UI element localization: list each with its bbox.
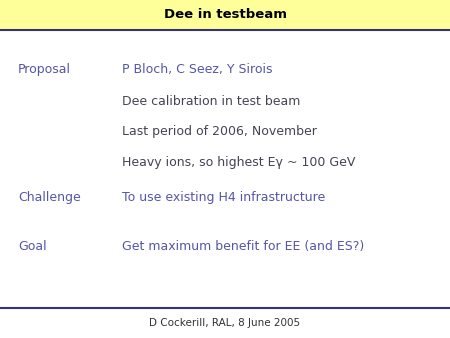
- Text: Dee in testbeam: Dee in testbeam: [163, 8, 287, 21]
- Text: To use existing H4 infrastructure: To use existing H4 infrastructure: [122, 191, 325, 204]
- Text: Last period of 2006, November: Last period of 2006, November: [122, 125, 316, 138]
- Bar: [0, 0, 450, 30]
- Text: Proposal: Proposal: [18, 63, 71, 76]
- Text: P Bloch, C Seez, Y Sirois: P Bloch, C Seez, Y Sirois: [122, 63, 272, 76]
- Text: Get maximum benefit for EE (and ES?): Get maximum benefit for EE (and ES?): [122, 240, 364, 253]
- Text: Challenge: Challenge: [18, 191, 81, 204]
- Text: D Cockerill, RAL, 8 June 2005: D Cockerill, RAL, 8 June 2005: [149, 318, 301, 328]
- Text: Goal: Goal: [18, 240, 47, 253]
- Text: Dee calibration in test beam: Dee calibration in test beam: [122, 95, 300, 108]
- Text: Heavy ions, so highest Eγ ~ 100 GeV: Heavy ions, so highest Eγ ~ 100 GeV: [122, 156, 355, 169]
